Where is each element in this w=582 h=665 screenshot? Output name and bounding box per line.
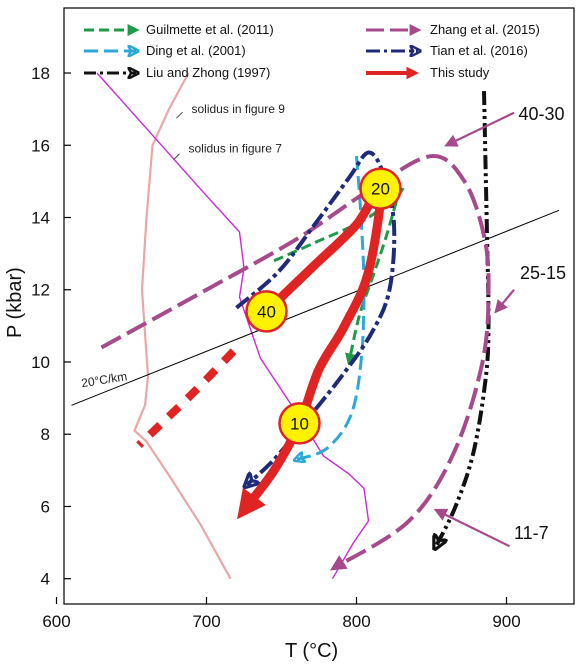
stage-marker-20 (359, 167, 402, 210)
annotation-label: 40-30 (519, 104, 565, 124)
legend-label-ding: Ding et al. (2001) (146, 43, 246, 58)
stage-marker-10 (278, 402, 321, 445)
legend-label-guilmette: Guilmette et al. (2011) (146, 22, 274, 37)
series-line-3 (100, 154, 491, 571)
stage-marker-label: 10 (290, 414, 309, 433)
legend-label-liu: Liu and Zhong (1997) (146, 65, 270, 80)
y-tick-label: 6 (41, 497, 50, 516)
legend-label-this-study: This study (430, 65, 490, 80)
y-tick-label: 10 (31, 353, 50, 372)
plot-frame (63, 7, 575, 605)
leader-mark (176, 111, 183, 119)
x-tick-label: 700 (192, 612, 220, 631)
legend-label-zhang: Zhang et al. (2015) (430, 22, 540, 37)
reference-line-1 (96, 72, 370, 580)
stage-arrow-2 (433, 508, 510, 548)
legend: Guilmette et al. (2011) Ding et al. (200… (84, 22, 540, 80)
stage-arrow-0 (444, 111, 515, 147)
x-tick-label: 600 (42, 612, 70, 631)
y-tick-label: 12 (31, 281, 50, 300)
y-axis-title: P (kbar) (4, 267, 26, 338)
this-study-path-line (237, 182, 386, 520)
annotation-label: 20°C/km (80, 369, 128, 390)
stage-marker-label: 40 (257, 302, 276, 321)
reference-line-2 (71, 209, 560, 406)
x-tick-label: 800 (342, 612, 370, 631)
x-tick-label: 900 (492, 612, 520, 631)
this-study-path: 20 40 10 (136, 167, 402, 520)
y-tick-label: 8 (41, 425, 50, 444)
leader-mark (173, 153, 180, 161)
axes: 600 700 800 900 4 6 8 10 12 14 16 18 (31, 64, 521, 631)
reference-lines (71, 72, 560, 580)
legend-label-tian: Tian et al. (2016) (430, 43, 528, 58)
stage-marker-label: 20 (371, 180, 390, 199)
this-study-dashed-extension (136, 348, 237, 448)
annotation-label: solidus in figure 9 (192, 102, 286, 116)
y-tick-label: 16 (31, 136, 50, 155)
annotation-label: 11-7 (514, 523, 549, 543)
stage-arrows (433, 111, 515, 548)
stage-arrow-1 (494, 289, 515, 314)
annotations: solidus in figure 9 solidus in figure 7 20… (80, 102, 566, 543)
y-tick-label: 4 (41, 570, 50, 589)
annotation-label: 25-15 (520, 263, 566, 283)
stage-marker-40 (245, 290, 288, 333)
series-line-2 (436, 91, 491, 546)
annotation-label: solidus in figure 7 (189, 141, 283, 155)
series-paths (100, 91, 491, 571)
x-axis-title: T (°C) (285, 640, 338, 662)
y-tick-label: 14 (31, 209, 50, 228)
y-tick-label: 18 (31, 64, 50, 83)
